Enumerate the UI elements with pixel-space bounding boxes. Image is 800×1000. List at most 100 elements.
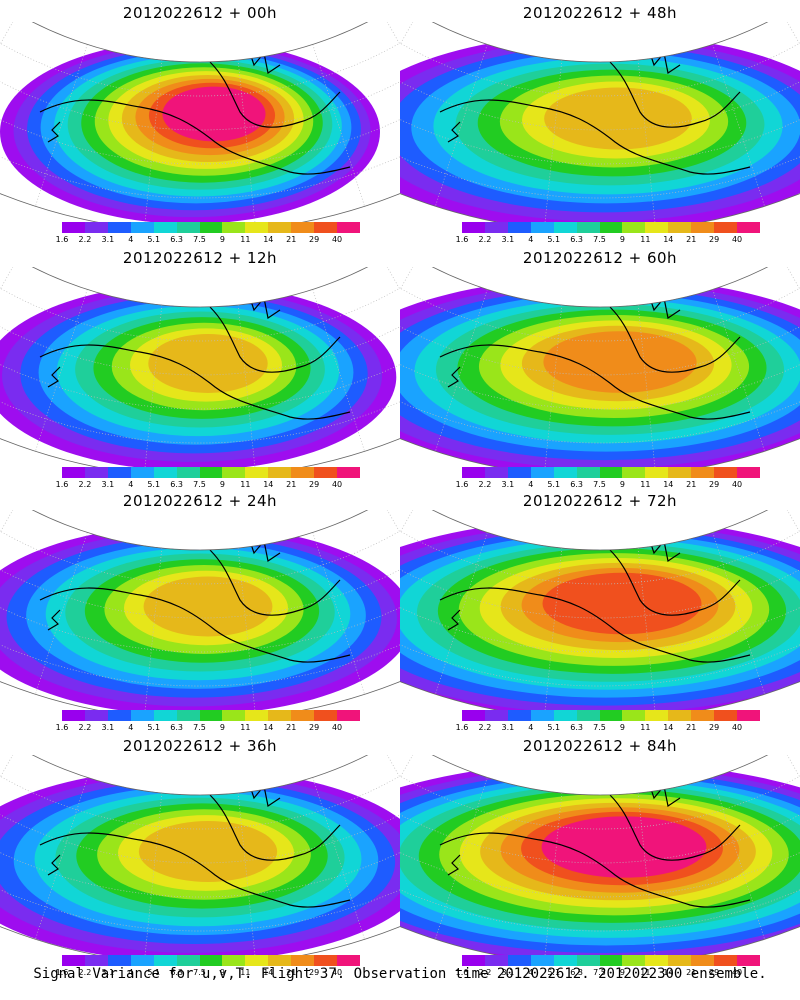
colorbar-tick-label: 1.6 (55, 235, 69, 244)
colorbar-swatch (245, 222, 269, 233)
colorbar-tick-label: 29 (709, 723, 720, 732)
colorbar-tick-label: 5.1 (147, 723, 161, 732)
colorbar-tick-label: 3.1 (101, 480, 115, 489)
contour-level-9 (148, 334, 268, 393)
colorbar-swatch (622, 222, 646, 233)
colorbar-tick-label: 9 (619, 235, 625, 244)
colorbar-tick-label: 40 (331, 968, 343, 977)
colorbar-tick-label: 1.6 (455, 235, 469, 244)
colorbar-tick-label: 2.2 (78, 235, 92, 244)
map-domain-outline (0, 22, 400, 233)
colorbar-swatch (737, 222, 761, 233)
contour-level-9 (544, 87, 692, 150)
colorbar-tick-label: 3.1 (101, 723, 115, 732)
colorbar-tick-label: 3.1 (501, 968, 515, 977)
colorbar-swatch (484, 222, 509, 233)
contour-level-11 (542, 572, 702, 635)
colorbar-tick-label: 29 (309, 968, 320, 977)
colorbar-tick-label: 4 (528, 480, 534, 489)
variance-map (0, 510, 400, 721)
colorbar-tick-label: 14 (263, 235, 274, 244)
colorbar-swatch (199, 710, 223, 721)
colorbar-swatch (645, 222, 669, 233)
colorbar-tick-label: 5.1 (547, 235, 561, 244)
colorbar-swatch (314, 710, 338, 721)
contour-level-12 (162, 86, 266, 142)
colorbar-swatch (622, 710, 646, 721)
colorbar-tick-label: 40 (731, 480, 743, 489)
map-domain-outline (0, 755, 400, 966)
colorbar-swatch (84, 955, 109, 966)
colorbar-swatch (176, 467, 201, 478)
colorbar-tick-label: 29 (709, 968, 720, 977)
colorbar-swatch (268, 467, 292, 478)
colorbar-tick-label: 7.5 (593, 968, 606, 977)
colorbar-tick-label: 2.2 (78, 723, 92, 732)
coastline (39, 529, 351, 663)
colorbar-tick-label: 5.1 (547, 723, 561, 732)
colorbar: 1.6 2.2 3.1 4 5.1 6.3 7.5 9 11 14 21 29 40 (56, 222, 361, 246)
colorbar-tick-label: 2.2 (78, 480, 92, 489)
colorbar-swatch (553, 222, 578, 233)
colorbar-tick-label: 40 (331, 235, 343, 244)
colorbar-swatch (553, 467, 578, 478)
variance-map (0, 755, 400, 966)
colorbar-swatch (153, 955, 178, 966)
colorbar-tick-label: 9 (219, 235, 225, 244)
colorbar: 1.6 2.2 3.1 4 5.1 6.3 7.5 9 11 14 21 29 40 (456, 955, 761, 979)
colorbar-tick-label: 4 (528, 968, 534, 977)
colorbar-tick-label: 2.2 (478, 480, 492, 489)
colorbar-tick-label: 1.6 (55, 968, 69, 977)
colorbar-swatch (62, 710, 86, 721)
colorbar-swatch (599, 955, 623, 966)
colorbar-swatch (268, 955, 292, 966)
colorbar-tick-label: 3.1 (101, 968, 115, 977)
colorbar-tick-label: 11 (640, 480, 651, 489)
colorbar-swatch (530, 467, 555, 478)
colorbar-swatch (268, 710, 292, 721)
map-panel: 2012022612 + 48h 1.6 2.2 3.1 4 5.1 6.3 7.5 9 11 14… (400, 0, 800, 245)
coastline (439, 41, 751, 175)
colorbar: 1.6 2.2 3.1 4 5.1 6.3 7.5 9 11 14 21 29 40 (456, 467, 761, 491)
variance-map (400, 755, 800, 966)
colorbar-swatch (462, 467, 486, 478)
colorbar-swatch (622, 955, 646, 966)
colorbar-swatch (130, 222, 155, 233)
colorbar-swatch (576, 467, 601, 478)
colorbar-swatch (599, 467, 623, 478)
variance-map (400, 267, 800, 478)
colorbar-swatch (291, 222, 315, 233)
colorbar-tick-label: 2.2 (78, 968, 92, 977)
contour-level-9 (138, 821, 278, 882)
colorbar-swatch (668, 467, 692, 478)
colorbar-tick-label: 5.1 (147, 235, 161, 244)
colorbar-tick-label: 21 (286, 480, 297, 489)
map-domain-outline (400, 755, 800, 966)
colorbar-tick-label: 7.5 (193, 968, 206, 977)
colorbar-tick-label: 2.2 (478, 968, 492, 977)
colorbar-swatch (507, 710, 532, 721)
colorbar-swatch (691, 955, 715, 966)
colorbar-swatch (107, 467, 132, 478)
colorbar-tick-label: 29 (309, 480, 320, 489)
map-domain-outline (0, 267, 400, 478)
colorbar-tick-label: 14 (663, 235, 674, 244)
colorbar-tick-label: 9 (619, 723, 625, 732)
coastline (439, 529, 751, 663)
colorbar-swatch (576, 955, 601, 966)
colorbar-swatch (645, 955, 669, 966)
colorbar: 1.6 2.2 3.1 4 5.1 6.3 7.5 9 11 14 21 29 40 (56, 467, 361, 491)
colorbar-tick-label: 4 (128, 235, 134, 244)
variance-map (0, 22, 400, 233)
colorbar: 1.6 2.2 3.1 4 5.1 6.3 7.5 9 11 14 21 29 40 (456, 222, 761, 246)
colorbar-tick-label: 21 (286, 968, 297, 977)
colorbar-swatch (737, 955, 761, 966)
colorbar-tick-label: 11 (640, 968, 651, 977)
colorbar-tick-label: 3.1 (101, 235, 115, 244)
colorbar-swatch (130, 467, 155, 478)
colorbar-swatch (691, 710, 715, 721)
map-panel: 2012022612 + 60h 1.6 2.2 3.1 4 5.1 6.3 7.5 9 11 14… (400, 245, 800, 490)
colorbar-tick-label: 14 (663, 723, 674, 732)
colorbar-tick-label: 29 (709, 235, 720, 244)
panel-title: 2012022612 + 84h (522, 737, 678, 755)
